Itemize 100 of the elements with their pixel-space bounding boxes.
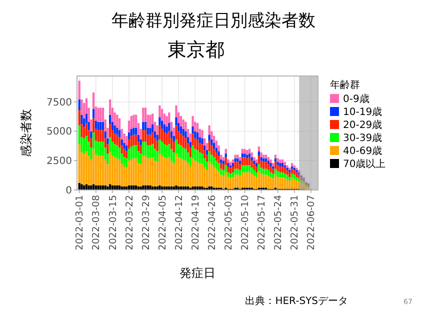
bar — [270, 159, 272, 163]
bar — [215, 152, 218, 161]
bar — [123, 148, 126, 158]
bar — [276, 162, 279, 166]
chart-title: 年齢群別発症日別感染者数 — [112, 11, 316, 31]
bar — [114, 125, 116, 134]
bar — [284, 178, 286, 189]
bar — [194, 160, 196, 186]
bar — [260, 157, 262, 161]
bar — [248, 157, 251, 166]
bar — [78, 100, 80, 110]
bar — [260, 174, 262, 188]
bar — [290, 168, 294, 174]
bar — [232, 177, 234, 189]
bar — [274, 162, 277, 169]
bar — [210, 154, 213, 164]
bar — [267, 164, 270, 170]
bar — [109, 152, 112, 184]
bar — [260, 168, 262, 174]
bar — [246, 165, 248, 172]
bar — [109, 137, 112, 152]
bar — [106, 138, 109, 144]
bar — [175, 185, 178, 190]
x-tick-label: 2022-04-19 — [190, 195, 202, 250]
legend-label: 10-19歳 — [343, 106, 382, 118]
bar — [198, 162, 201, 186]
source-note: 出典：HER-SYSデータ — [245, 295, 348, 307]
bar — [204, 145, 206, 150]
bar — [218, 171, 220, 188]
y-tick-label: 0 — [66, 186, 72, 196]
bar — [196, 132, 199, 140]
bar — [175, 154, 178, 186]
bar — [126, 151, 128, 158]
x-tick-label: 2022-04-05 — [157, 195, 168, 250]
bar — [215, 160, 218, 169]
bar — [279, 159, 282, 163]
bar — [250, 168, 253, 174]
bar — [248, 154, 251, 158]
bar — [272, 166, 274, 169]
bar — [172, 142, 175, 152]
bar — [288, 172, 291, 178]
bar — [156, 140, 158, 152]
bar — [220, 162, 222, 169]
x-tick-label: 2022-03-29 — [140, 195, 152, 250]
bar — [286, 168, 288, 170]
bar — [160, 142, 164, 156]
bar — [180, 116, 182, 127]
bar — [130, 136, 132, 147]
bar — [272, 168, 274, 174]
bar — [160, 108, 164, 121]
x-tick-label: 2022-03-01 — [74, 195, 86, 250]
bar — [250, 160, 253, 168]
bar — [220, 174, 222, 188]
bar — [236, 154, 239, 158]
bar — [227, 159, 230, 163]
bar — [142, 122, 144, 130]
bar — [132, 114, 135, 128]
bar — [168, 144, 170, 158]
bar — [186, 162, 190, 186]
bar — [114, 134, 116, 144]
bar — [144, 142, 147, 156]
bar — [298, 182, 300, 189]
bar — [286, 170, 288, 175]
bar — [293, 170, 296, 175]
bar — [135, 128, 138, 135]
bar — [142, 156, 144, 186]
bar — [116, 158, 118, 186]
bar — [222, 176, 225, 189]
bar — [97, 142, 100, 156]
bar — [286, 174, 288, 180]
y-tick-label: 7500 — [46, 97, 72, 108]
bar — [140, 186, 142, 190]
bar — [166, 126, 168, 134]
bar — [234, 168, 236, 175]
bar — [250, 174, 253, 188]
bar — [182, 128, 184, 136]
bar — [156, 125, 158, 135]
bar — [296, 168, 298, 170]
bar — [302, 179, 305, 182]
bar — [132, 128, 135, 135]
bar — [246, 172, 248, 188]
bar — [123, 166, 126, 186]
bar — [253, 170, 256, 176]
bar — [116, 145, 118, 158]
bar — [130, 146, 132, 160]
bar — [274, 154, 277, 158]
bar — [102, 142, 104, 156]
bar — [192, 186, 194, 190]
bar — [262, 174, 265, 188]
bar — [246, 150, 248, 155]
bar — [208, 151, 210, 162]
x-tick-label: 2022-05-24 — [273, 195, 284, 250]
bar — [206, 142, 208, 150]
bar — [204, 168, 206, 188]
bar — [196, 150, 199, 162]
legend-label: 30-39歳 — [343, 132, 382, 144]
bar — [227, 166, 230, 172]
bar — [288, 177, 291, 181]
bar — [246, 154, 248, 158]
bar — [258, 156, 260, 164]
